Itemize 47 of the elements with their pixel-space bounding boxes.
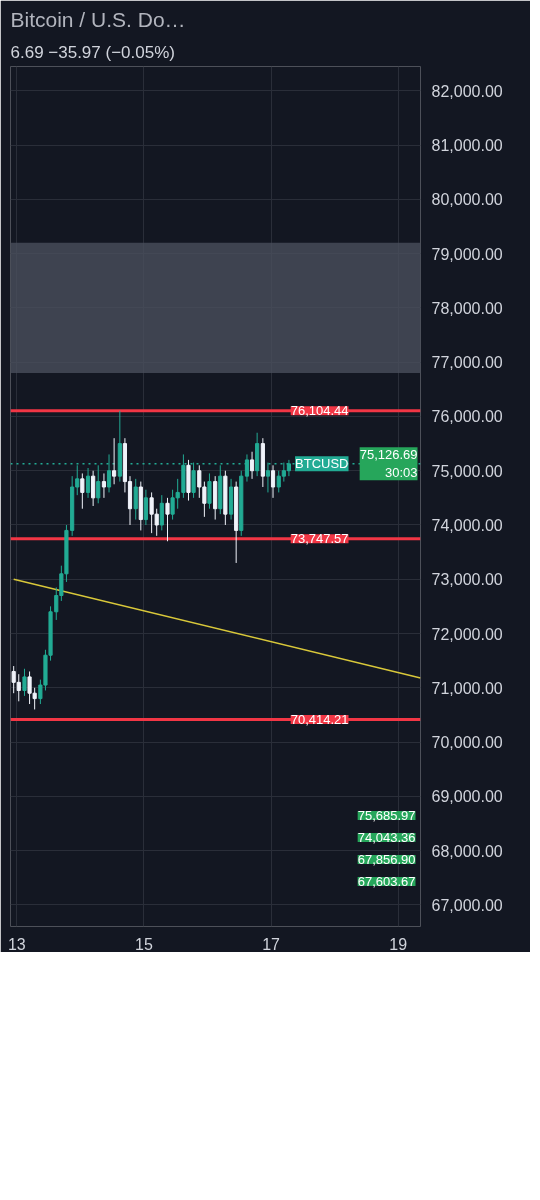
y-tick-label: 81,000.00 [431,137,503,155]
candlestick [96,464,101,504]
ref-line-label: BTCUSD [295,456,349,472]
candlestick [165,497,170,542]
y-tick-label: 69,000.00 [431,788,503,806]
ref-line-label: 70,414.21 [290,712,349,728]
candlestick [286,459,292,477]
y-tick-label: 73,000.00 [431,571,503,589]
y-tick-label: 79,000.00 [431,245,503,263]
candlestick [143,489,148,526]
y-tick-label: 72,000.00 [431,625,503,643]
candlestick [80,472,85,510]
annotation: 67,603.67 [357,874,416,889]
candlestick [85,467,91,499]
y-tick-label: 82,000.00 [431,82,503,100]
x-tick-label: 17 [262,935,281,953]
y-tick-label: 78,000.00 [431,299,503,317]
candlestick [159,494,164,531]
y-tick-label: 71,000.00 [431,679,503,697]
candlestick [133,478,138,521]
y-tick-label: 75,000.00 [431,462,503,480]
candlestick [101,472,107,499]
y-tick-label: 74,000.00 [431,516,503,534]
candlestick [91,470,96,507]
annotation: 67,856.90 [357,852,416,867]
y-tick-label: 68,000.00 [431,842,503,860]
x-tick-label: 19 [389,935,408,953]
chart-title: Bitcoin / U.S. Do… [10,7,186,31]
candlestick [270,464,276,499]
ref-line-label: 76,104.44 [290,403,349,419]
annotation: 75,126.69 30:03 [359,447,418,481]
x-tick-label: 13 [7,935,26,953]
y-tick-label: 76,000.00 [431,408,503,426]
annotation: 74,043.36 [357,830,416,845]
candlestick [207,472,212,510]
candlestick [244,453,250,483]
y-tick-label: 70,000.00 [431,734,503,752]
candlestick [22,668,27,697]
y-tick-label: 77,000.00 [431,354,503,372]
ref-line-label: 73,747.57 [290,531,349,547]
y-tick-label: 67,000.00 [431,896,503,914]
chart-subtitle: 6.69 −35.97 (−0.05%) [10,42,175,62]
y-tick-label: 80,000.00 [431,191,503,209]
annotation: 75,685.97 [357,808,416,823]
x-tick-label: 15 [135,935,153,953]
candlestick [112,437,117,485]
candlestick [249,451,255,480]
